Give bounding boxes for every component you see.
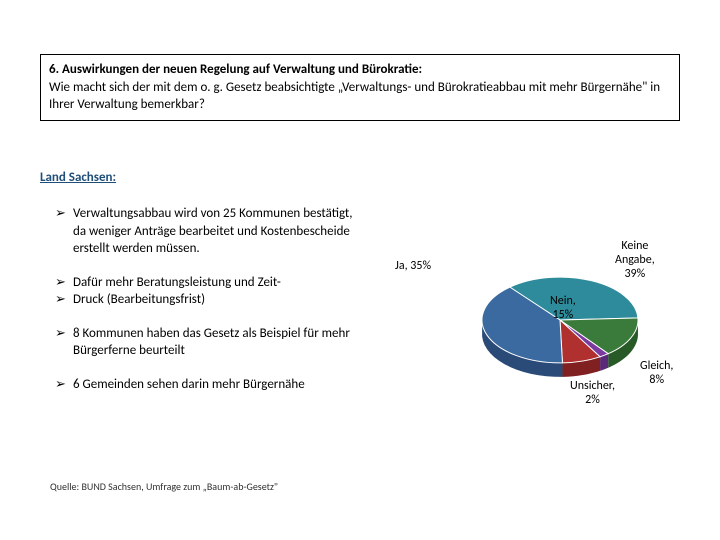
source-text: Quelle: BUND Sachsen, Umfrage zum „Baum-… [50,480,278,493]
question-body: Wie macht sich der mit dem o. g. Gesetz … [49,80,660,113]
bullet-list: Verwaltungsabbau wird von 25 Kommunen be… [55,205,355,409]
list-item: 8 Kommunen haben das Gesetz als Beispiel… [55,325,355,360]
pie-label: Unsicher,2% [570,380,615,408]
pie-chart: Ja, 35%Nein,15%Unsicher,2%Gleich,8%Keine… [400,200,700,460]
list-item: Verwaltungsabbau wird von 25 Kommunen be… [55,205,355,258]
list-item: Dafür mehr Beratungsleistung und Zeit- [55,274,355,292]
question-box: 6. Auswirkungen der neuen Regelung auf V… [40,54,680,121]
subheading: Land Sachsen: [40,170,116,185]
pie-label: KeineAngabe,39% [615,240,655,281]
pie-label: Gleich,8% [640,360,673,388]
pie-label: Nein,15% [550,295,576,323]
list-item: Druck (Bearbeitungsfrist) [55,291,355,309]
question-title: 6. Auswirkungen der neuen Regelung auf V… [49,62,422,77]
pie-label: Ja, 35% [395,260,431,274]
list-item: 6 Gemeinden sehen darin mehr Bürgernähe [55,376,355,394]
